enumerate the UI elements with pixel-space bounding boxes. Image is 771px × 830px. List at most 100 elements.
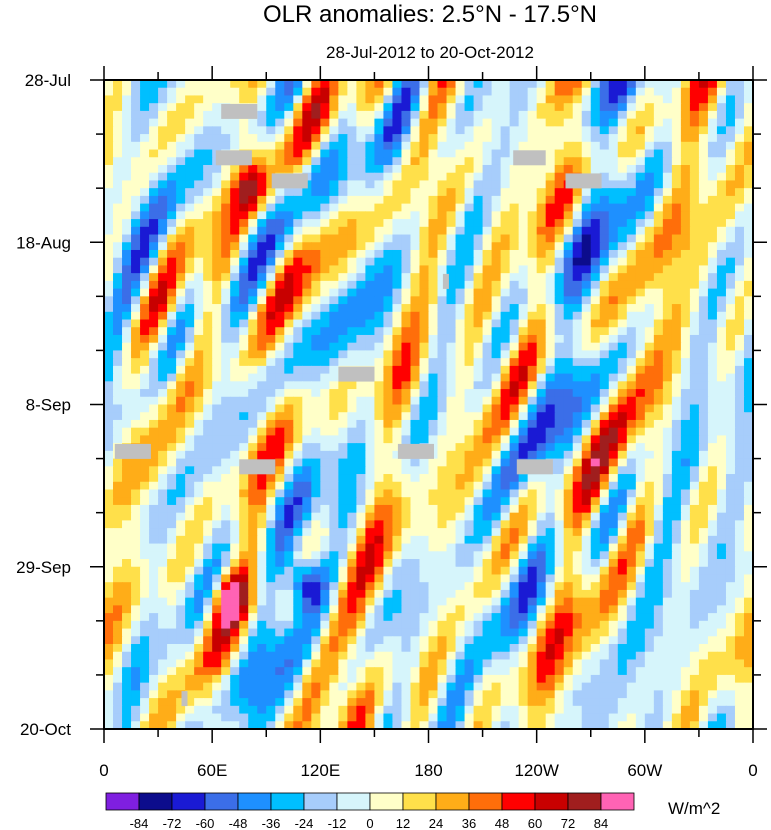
field-cell — [302, 412, 312, 421]
field-cell — [725, 273, 736, 282]
field-cell — [293, 249, 303, 259]
field-cell — [599, 172, 610, 182]
field-cell — [653, 535, 664, 545]
field-cell — [176, 520, 186, 529]
field-cell — [572, 280, 583, 290]
field-cell — [356, 497, 366, 506]
field-cell — [320, 118, 330, 127]
field-cell — [608, 419, 619, 429]
field-cell — [275, 389, 285, 398]
field-cell — [545, 249, 556, 259]
field-cell — [455, 149, 466, 158]
field-cell — [104, 203, 114, 212]
field-cell — [617, 443, 628, 452]
field-cell — [608, 389, 619, 398]
field-cell — [536, 358, 547, 367]
field-cell — [248, 597, 258, 606]
field-cell — [185, 512, 195, 521]
field-cell — [401, 489, 412, 498]
field-cell — [617, 597, 628, 606]
field-cell — [725, 559, 736, 568]
field-cell — [410, 195, 421, 205]
field-cell — [140, 528, 150, 537]
field-cell — [527, 234, 538, 243]
field-cell — [644, 443, 655, 452]
field-cell — [239, 319, 249, 328]
field-cell — [356, 149, 366, 158]
field-cell — [707, 373, 718, 382]
field-cell — [653, 164, 664, 174]
field-cell — [338, 520, 348, 529]
field-cell — [203, 450, 213, 460]
field-cell — [392, 396, 403, 406]
field-cell — [302, 149, 312, 158]
field-cell — [356, 350, 366, 359]
field-cell — [293, 589, 303, 599]
field-cell — [383, 551, 394, 560]
field-cell — [599, 358, 610, 367]
field-cell — [311, 172, 321, 182]
field-cell — [590, 327, 601, 336]
field-cell — [356, 180, 366, 189]
field-cell — [149, 582, 159, 591]
field-cell — [356, 605, 366, 614]
field-cell — [113, 520, 123, 529]
field-cell — [473, 172, 484, 182]
field-cell — [104, 110, 114, 120]
field-cell — [419, 180, 430, 189]
field-cell — [500, 280, 511, 290]
field-cell — [680, 327, 691, 336]
field-cell — [437, 605, 448, 614]
field-cell — [644, 164, 655, 174]
field-cell — [410, 427, 421, 437]
field-cell — [194, 257, 204, 267]
field-cell — [167, 450, 177, 460]
field-cell — [671, 528, 682, 537]
field-cell — [302, 249, 312, 259]
field-cell — [527, 520, 538, 529]
field-cell — [257, 95, 267, 104]
field-cell — [212, 551, 222, 560]
field-cell — [410, 566, 421, 576]
field-cell — [122, 419, 132, 429]
field-cell — [428, 126, 439, 135]
field-cell — [725, 381, 736, 390]
field-cell — [653, 188, 664, 197]
field-cell — [689, 134, 700, 143]
field-cell — [608, 458, 619, 467]
field-cell — [653, 280, 664, 290]
field-cell — [374, 474, 385, 483]
field-cell — [536, 528, 547, 537]
field-cell — [149, 195, 159, 205]
field-cell — [203, 126, 213, 135]
field-cell — [653, 141, 664, 151]
field-cell — [500, 404, 511, 413]
field-cell — [464, 466, 475, 475]
field-cell — [590, 528, 601, 537]
field-cell — [437, 110, 448, 120]
field-cell — [401, 134, 412, 143]
field-cell — [257, 280, 267, 290]
field-cell — [266, 195, 276, 205]
field-cell — [644, 180, 655, 189]
field-cell — [734, 149, 745, 158]
field-cell — [572, 141, 583, 151]
field-cell — [500, 381, 511, 390]
field-cell — [635, 257, 646, 267]
field-cell — [536, 350, 547, 359]
field-cell — [122, 512, 132, 521]
field-cell — [347, 358, 357, 367]
field-cell — [671, 126, 682, 135]
field-cell — [473, 134, 484, 143]
field-cell — [311, 327, 321, 336]
field-cell — [329, 141, 339, 151]
field-cell — [464, 427, 475, 437]
field-cell — [320, 211, 330, 220]
field-cell — [338, 219, 348, 228]
field-cell — [113, 489, 123, 498]
field-cell — [428, 512, 439, 521]
field-cell — [104, 404, 114, 413]
field-cell — [617, 172, 628, 182]
field-cell — [680, 574, 691, 583]
field-cell — [221, 605, 231, 614]
